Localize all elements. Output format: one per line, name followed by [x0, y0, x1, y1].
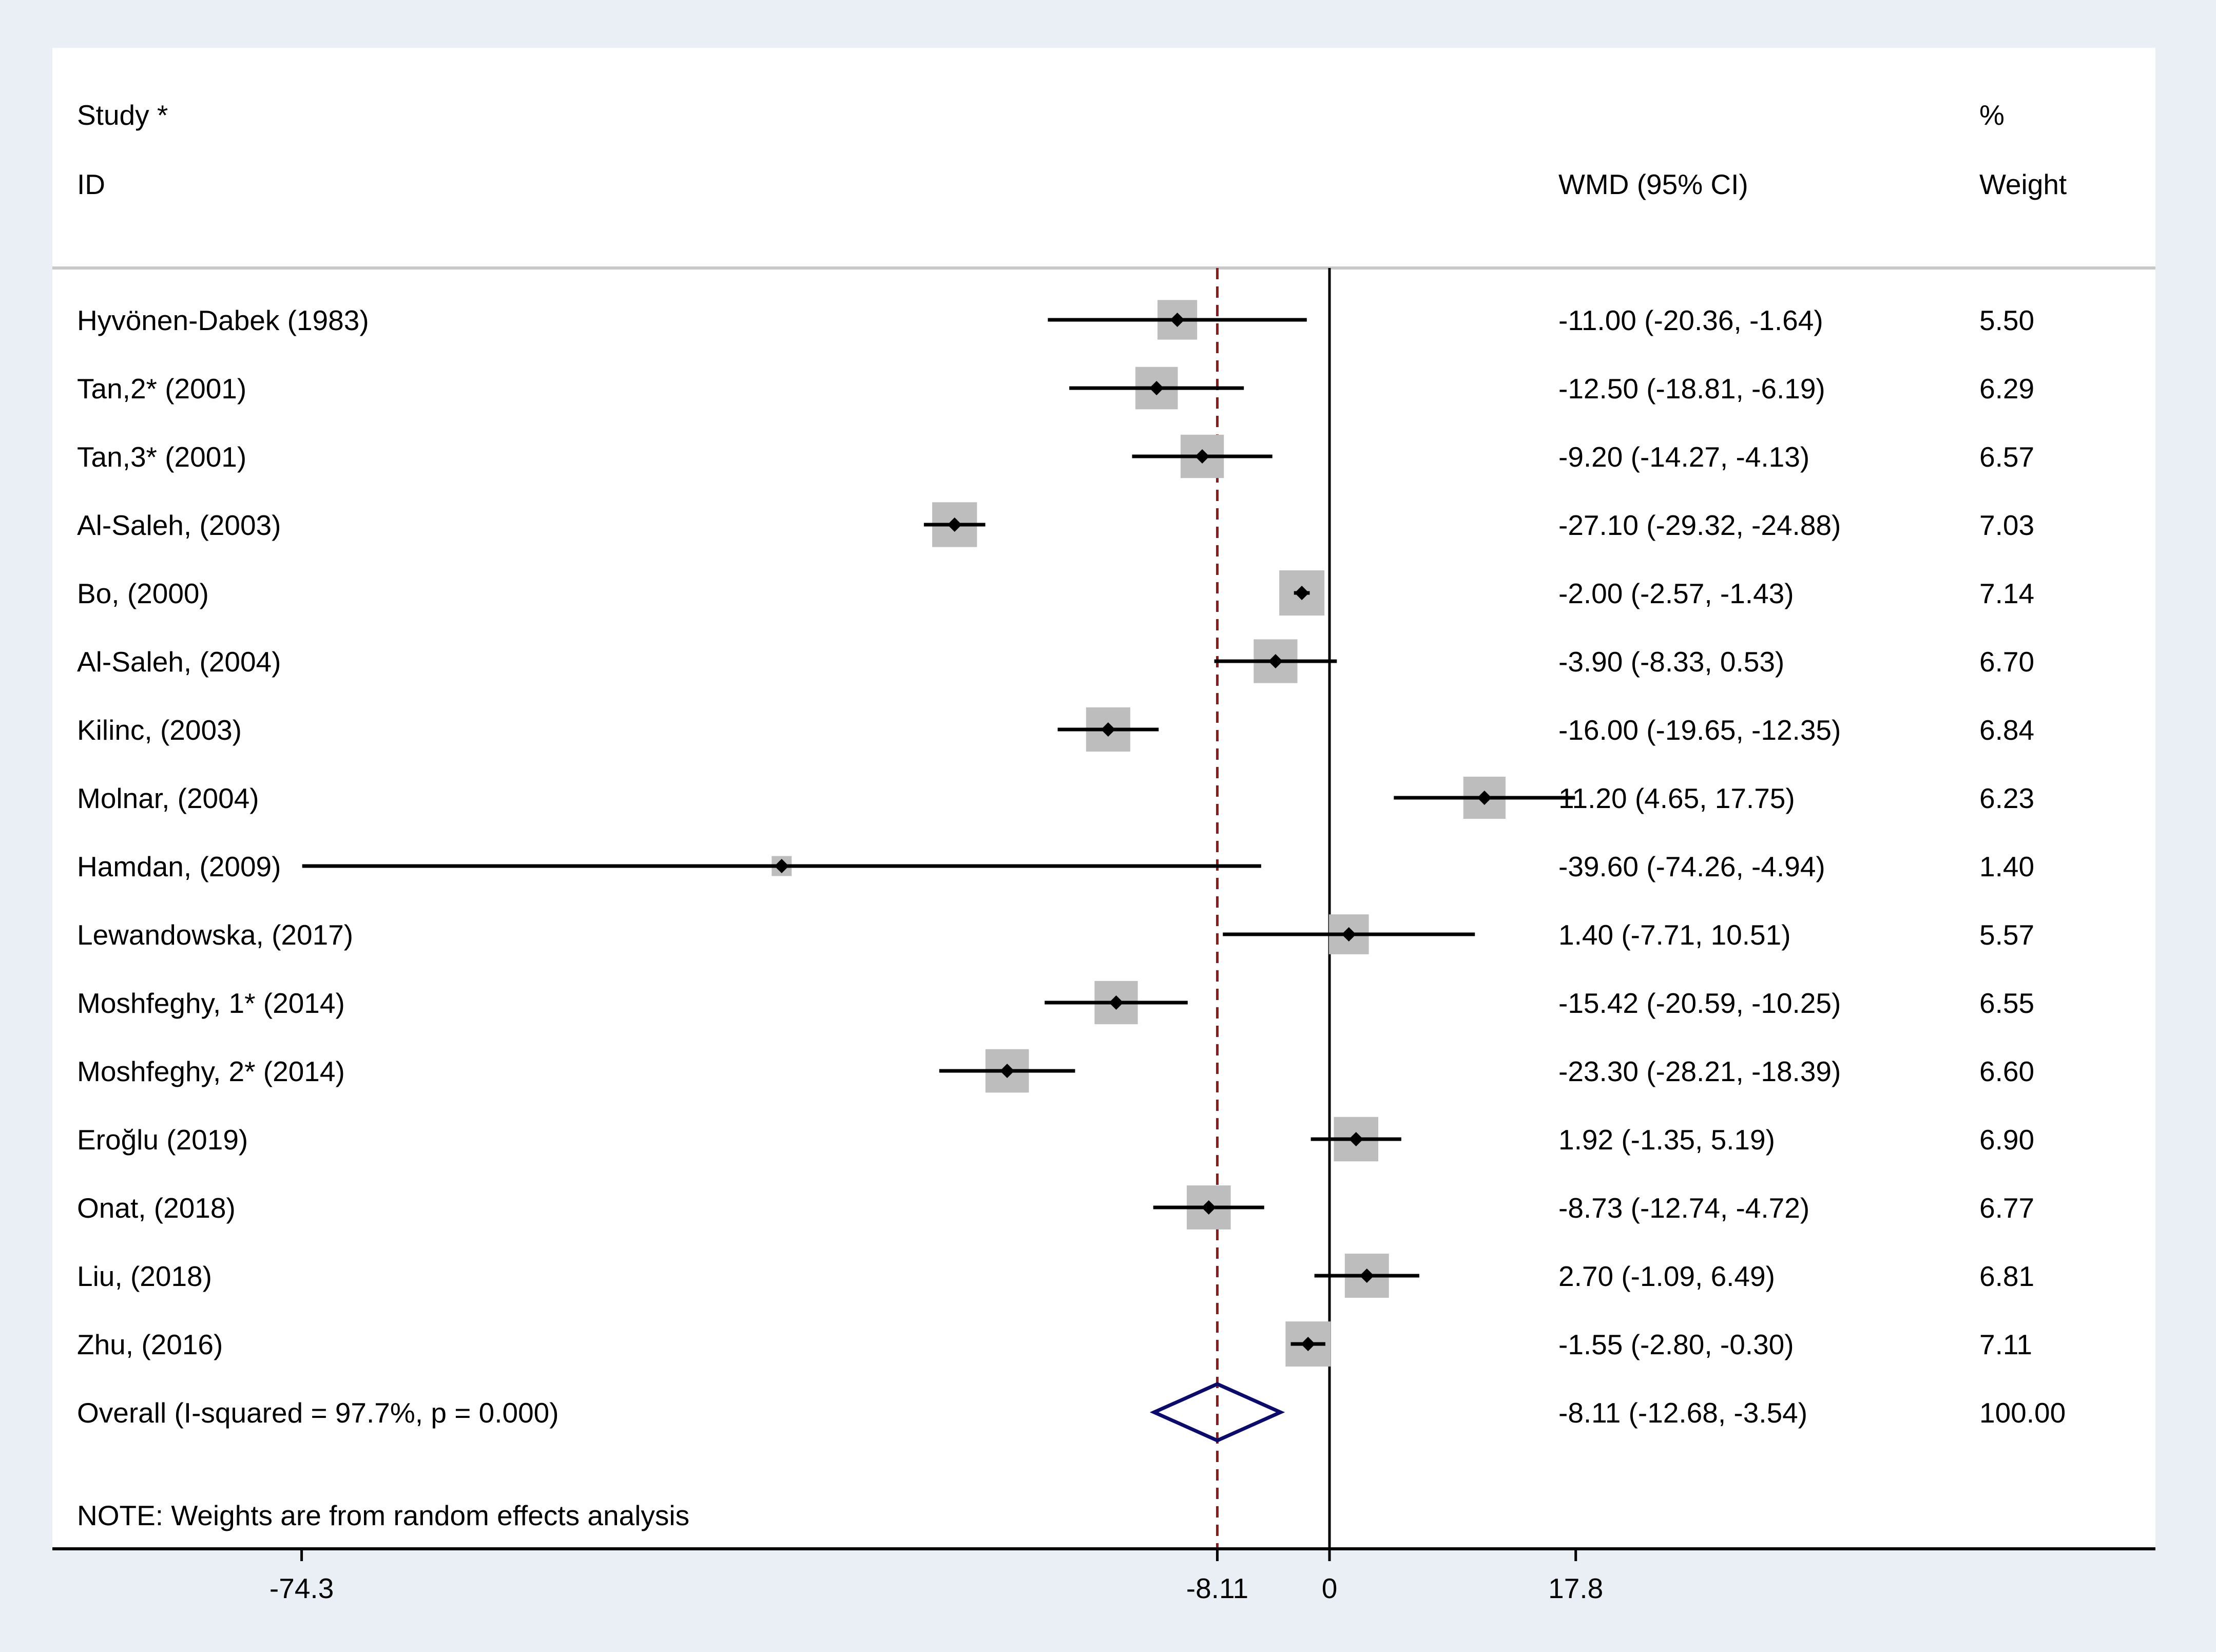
- x-tick-label: -8.11: [1186, 1572, 1248, 1604]
- study-wmd-ci: -12.50 (-18.81, -6.19): [1558, 373, 1825, 405]
- overall-diamond: [1149, 1382, 1285, 1443]
- study-wmd-ci: -27.10 (-29.32, -24.88): [1558, 509, 1841, 541]
- study-label: Moshfeghy, 1* (2014): [77, 987, 345, 1019]
- study-wmd-ci: -39.60 (-74.26, -4.94): [1558, 851, 1825, 882]
- study-label: Lewandowska, (2017): [77, 919, 353, 951]
- study-wmd-ci: -11.00 (-20.36, -1.64): [1558, 304, 1823, 336]
- study-weight: 7.11: [1979, 1329, 2032, 1360]
- study-wmd-ci: -1.55 (-2.80, -0.30): [1558, 1329, 1794, 1360]
- overall-label: Overall (I-squared = 97.7%, p = 0.000): [77, 1397, 559, 1429]
- study-point-estimate: [1268, 654, 1283, 668]
- study-point-estimate: [1101, 722, 1115, 737]
- study-weight: 5.50: [1979, 304, 2034, 336]
- plot-panel: [52, 48, 2155, 1548]
- header-weight: Weight: [1979, 168, 2067, 200]
- study-label: Molnar, (2004): [77, 782, 259, 814]
- study-weight: 6.84: [1979, 714, 2034, 746]
- x-tick-label: 17.8: [1548, 1572, 1603, 1604]
- study-weight: 1.40: [1979, 851, 2034, 882]
- study-wmd-ci: -3.90 (-8.33, 0.53): [1558, 646, 1784, 678]
- study-label: Tan,2* (2001): [77, 373, 246, 405]
- study-wmd-ci: -15.42 (-20.59, -10.25): [1558, 987, 1841, 1019]
- study-point-estimate: [1201, 1200, 1216, 1215]
- study-weight: 6.60: [1979, 1055, 2034, 1087]
- study-point-estimate: [774, 859, 789, 873]
- overall-weight: 100.00: [1979, 1397, 2066, 1429]
- study-point-estimate: [1341, 927, 1356, 942]
- study-wmd-ci: -23.30 (-28.21, -18.39): [1558, 1055, 1841, 1087]
- study-wmd-ci: 1.92 (-1.35, 5.19): [1558, 1124, 1775, 1156]
- footnote: NOTE: Weights are from random effects an…: [77, 1500, 689, 1531]
- study-label: Onat, (2018): [77, 1192, 236, 1224]
- study-wmd-ci: 1.40 (-7.71, 10.51): [1558, 919, 1791, 951]
- study-label: Al-Saleh, (2003): [77, 509, 281, 541]
- study-point-estimate: [1170, 313, 1185, 327]
- x-axis-ticks: -74.3 -8.11 0 17.8: [269, 1549, 1603, 1604]
- study-point-estimate: [1348, 1132, 1363, 1146]
- study-weight: 7.14: [1979, 578, 2034, 609]
- study-point-estimate: [947, 517, 962, 532]
- study-point-estimate: [1301, 1337, 1316, 1351]
- study-label: Zhu, (2016): [77, 1329, 223, 1360]
- study-wmd-ci: -9.20 (-14.27, -4.13): [1558, 441, 1809, 473]
- study-point-estimate: [1000, 1064, 1015, 1078]
- study-weight: 6.90: [1979, 1124, 2034, 1156]
- study-wmd-ci: 2.70 (-1.09, 6.49): [1558, 1260, 1775, 1292]
- study-point-estimate: [1109, 995, 1124, 1010]
- header-weight-percent: %: [1979, 99, 2005, 131]
- study-weight: 6.23: [1979, 782, 2034, 814]
- study-weight: 6.70: [1979, 646, 2034, 678]
- study-point-estimate: [1477, 791, 1492, 805]
- header-id: ID: [77, 168, 105, 200]
- study-weight: 6.29: [1979, 373, 2034, 405]
- study-weight: 6.77: [1979, 1192, 2034, 1224]
- study-weight: 6.55: [1979, 987, 2034, 1019]
- study-label: Liu, (2018): [77, 1260, 212, 1292]
- study-weight: 6.57: [1979, 441, 2034, 473]
- study-label: Kilinc, (2003): [77, 714, 242, 746]
- study-point-estimate: [1195, 449, 1210, 464]
- study-point-estimate: [1359, 1269, 1374, 1283]
- header-study: Study *: [77, 99, 168, 131]
- study-label: Moshfeghy, 2* (2014): [77, 1055, 345, 1087]
- study-wmd-ci: -16.00 (-19.65, -12.35): [1558, 714, 1841, 746]
- study-point-estimate: [1149, 381, 1164, 395]
- study-weight: 6.81: [1979, 1260, 2034, 1292]
- study-label: Al-Saleh, (2004): [77, 646, 281, 678]
- study-weight: 7.03: [1979, 509, 2034, 541]
- x-tick-label: 0: [1322, 1572, 1338, 1604]
- study-wmd-ci: -8.73 (-12.74, -4.72): [1558, 1192, 1809, 1224]
- study-label: Hamdan, (2009): [77, 851, 281, 882]
- study-label: Tan,3* (2001): [77, 441, 246, 473]
- forest-markers: Hyvönen-Dabek (1983) -11.00 (-20.36, -1.6…: [77, 268, 2066, 1549]
- study-wmd-ci: -2.00 (-2.57, -1.43): [1558, 578, 1794, 609]
- study-label: Eroğlu (2019): [77, 1124, 248, 1156]
- study-wmd-ci: 11.20 (4.65, 17.75): [1558, 782, 1795, 814]
- overall-wmd-ci: -8.11 (-12.68, -3.54): [1558, 1397, 1807, 1429]
- header-effect: WMD (95% CI): [1558, 168, 1748, 200]
- study-label: Hyvönen-Dabek (1983): [77, 304, 369, 336]
- study-weight: 5.57: [1979, 919, 2034, 951]
- study-label: Bo, (2000): [77, 578, 209, 609]
- x-tick-label: -74.3: [269, 1572, 334, 1604]
- study-point-estimate: [1295, 586, 1309, 600]
